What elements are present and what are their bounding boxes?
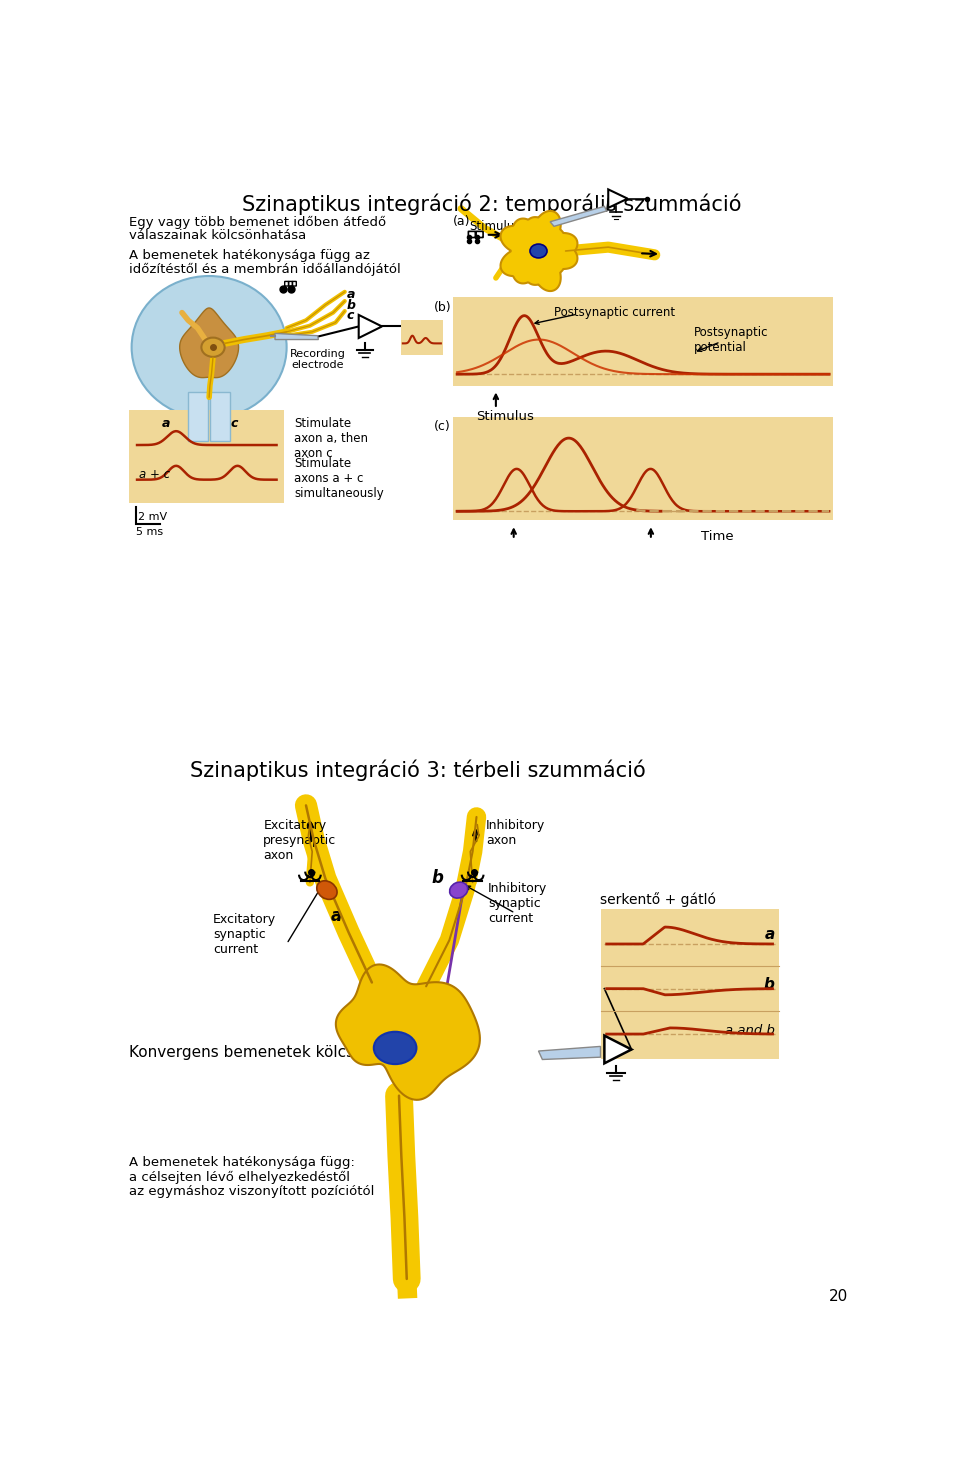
Text: Stimulus: Stimulus	[468, 221, 520, 233]
Text: 5 ms: 5 ms	[135, 528, 162, 538]
Text: a: a	[330, 907, 342, 925]
Polygon shape	[539, 1046, 601, 1060]
Text: az egymáshoz viszonyított pozíciótól: az egymáshoz viszonyított pozíciótól	[130, 1186, 374, 1197]
Polygon shape	[605, 1036, 632, 1064]
Text: Excitatory
synaptic
current: Excitatory synaptic current	[213, 913, 276, 956]
Ellipse shape	[449, 882, 468, 898]
Text: c: c	[230, 416, 237, 430]
Polygon shape	[180, 308, 239, 378]
Text: (b): (b)	[434, 301, 451, 314]
Text: Szinaptikus integráció 2: temporális szummáció: Szinaptikus integráció 2: temporális szu…	[242, 193, 742, 215]
Ellipse shape	[373, 1031, 417, 1064]
Text: Stimulus: Stimulus	[476, 411, 535, 424]
Text: Konvergens bemenetek kölcsönhatása: Konvergens bemenetek kölcsönhatása	[130, 1045, 425, 1060]
Text: a célsejten lévő elhelyezkedéstől: a célsejten lévő elhelyezkedéstől	[130, 1171, 350, 1184]
Text: Recording
electrode: Recording electrode	[290, 348, 346, 370]
Ellipse shape	[132, 276, 287, 418]
Text: a and b: a and b	[725, 1024, 775, 1037]
Text: 20: 20	[829, 1288, 849, 1304]
Text: a: a	[764, 928, 775, 943]
Text: Stimulate
axons a + c
simultaneously: Stimulate axons a + c simultaneously	[295, 456, 384, 499]
Polygon shape	[609, 190, 628, 207]
Text: Egy vagy több bemenet időben átfedő: Egy vagy több bemenet időben átfedő	[130, 216, 387, 230]
Text: a: a	[162, 416, 170, 430]
Text: b: b	[347, 299, 355, 311]
Text: Stimulate
axon a, then
axon c: Stimulate axon a, then axon c	[295, 416, 369, 459]
Text: A bemenetek hatékonysága függ az: A bemenetek hatékonysága függ az	[130, 249, 371, 262]
Text: b: b	[431, 868, 443, 886]
Text: válaszainak kölcsönhatása: válaszainak kölcsönhatása	[130, 230, 306, 243]
Text: 2 mV: 2 mV	[138, 511, 167, 522]
Ellipse shape	[202, 338, 225, 357]
Text: (c): (c)	[434, 421, 450, 433]
Text: A bemenetek hatékonysága függ:: A bemenetek hatékonysága függ:	[130, 1156, 355, 1169]
Polygon shape	[336, 965, 480, 1100]
FancyBboxPatch shape	[453, 298, 833, 385]
FancyBboxPatch shape	[601, 910, 779, 1060]
Text: Szinaptikus integráció 3: térbeli szummáció: Szinaptikus integráció 3: térbeli szummá…	[190, 759, 645, 781]
Ellipse shape	[317, 880, 337, 900]
Polygon shape	[359, 314, 382, 338]
Text: c: c	[347, 308, 353, 322]
Text: Excitatory
presynaptic
axon: Excitatory presynaptic axon	[263, 820, 337, 863]
Polygon shape	[500, 210, 578, 290]
Polygon shape	[275, 333, 319, 339]
Text: Postsynaptic
potential: Postsynaptic potential	[693, 326, 768, 354]
Text: Time: Time	[701, 529, 733, 542]
Text: (a): (a)	[453, 215, 470, 228]
Text: Postsynaptic current: Postsynaptic current	[554, 307, 675, 320]
FancyBboxPatch shape	[453, 416, 833, 520]
Text: serkentő + gátló: serkentő + gátló	[601, 892, 716, 907]
FancyBboxPatch shape	[130, 411, 284, 502]
FancyBboxPatch shape	[210, 391, 230, 442]
FancyBboxPatch shape	[188, 391, 208, 442]
Text: Inhibitory
axon: Inhibitory axon	[486, 820, 545, 848]
Text: a: a	[347, 288, 354, 301]
Ellipse shape	[530, 245, 547, 258]
Polygon shape	[550, 206, 607, 227]
FancyBboxPatch shape	[400, 320, 444, 356]
Text: időzítéstől és a membrán időállandójától: időzítéstől és a membrán időállandójától	[130, 262, 401, 276]
Text: b: b	[764, 977, 775, 993]
Text: Inhibitory
synaptic
current: Inhibitory synaptic current	[488, 882, 547, 925]
Text: a + c: a + c	[138, 468, 170, 482]
